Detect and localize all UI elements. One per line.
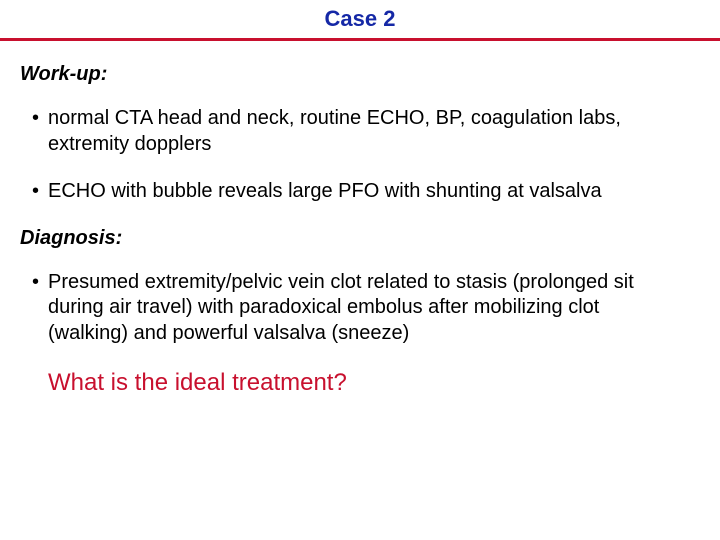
diagnosis-bullets: Presumed extremity/pelvic vein clot rela… xyxy=(20,270,700,347)
list-item: normal CTA head and neck, routine ECHO, … xyxy=(48,106,660,157)
closing-question: What is the ideal treatment? xyxy=(20,369,700,397)
list-item: ECHO with bubble reveals large PFO with … xyxy=(48,179,660,205)
slide: Case 2 Work-up: normal CTA head and neck… xyxy=(0,0,720,540)
workup-bullets: normal CTA head and neck, routine ECHO, … xyxy=(20,106,700,205)
list-item: Presumed extremity/pelvic vein clot rela… xyxy=(48,270,660,347)
slide-title: Case 2 xyxy=(0,0,720,38)
section-label-diagnosis: Diagnosis: xyxy=(20,227,700,250)
slide-content: Work-up: normal CTA head and neck, routi… xyxy=(0,41,720,397)
section-label-workup: Work-up: xyxy=(20,63,700,86)
